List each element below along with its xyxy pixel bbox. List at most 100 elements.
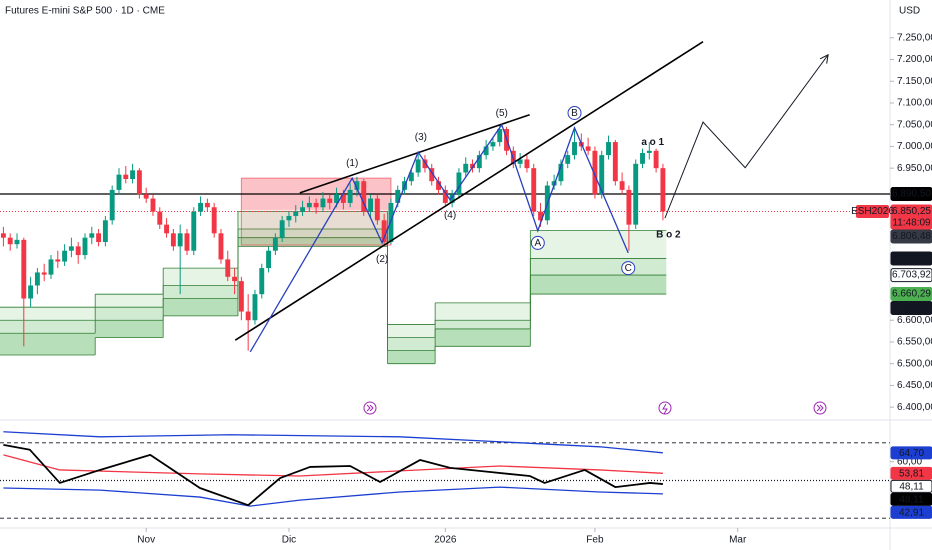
candle-body	[266, 250, 272, 269]
candle-body	[116, 174, 122, 190]
price-tag-bg	[890, 204, 932, 230]
candle-body	[198, 202, 204, 212]
band-fill	[163, 268, 238, 286]
price-tag-label: 48,11	[899, 494, 924, 505]
candle-body	[531, 168, 537, 212]
price-tag-bg	[890, 268, 932, 283]
candle-body	[130, 170, 136, 180]
y-tick-label: 6.500,00	[897, 358, 932, 369]
band-fill	[530, 230, 667, 259]
price-tag-bg	[890, 287, 932, 302]
candle-body	[238, 281, 244, 312]
candle-body	[374, 198, 380, 221]
price-tag-label: 6.806,48	[892, 231, 931, 242]
candle-body	[75, 246, 81, 256]
price-tag-label: 53,81	[899, 468, 924, 479]
candle-body	[150, 198, 156, 212]
candle-body	[483, 146, 489, 156]
candle-body	[177, 233, 183, 247]
event-icon[interactable]	[658, 401, 672, 415]
candle-body	[0, 233, 6, 238]
candle-body	[646, 150, 652, 153]
chart-title: Futures E-mini S&P 500 · 1D · CME	[5, 6, 165, 17]
event-glyph	[816, 404, 824, 412]
x-tick-label: Feb	[586, 535, 604, 546]
band-fill	[0, 307, 96, 321]
wave-label: B	[571, 108, 578, 119]
candle-body	[660, 168, 666, 212]
band-fill	[387, 337, 436, 351]
indicator-line	[3, 454, 663, 477]
candle-body	[232, 276, 238, 282]
trendline	[249, 123, 629, 353]
y-tick-label: 7.100,00	[897, 98, 932, 109]
candle-body	[21, 239, 27, 299]
y-tick-label: 6.600,00	[897, 315, 932, 326]
band-fill	[0, 320, 96, 334]
candle-body	[463, 163, 469, 173]
candle-body	[170, 233, 176, 247]
band-fill	[435, 328, 531, 347]
price-tag-bg	[890, 301, 932, 316]
band-fill	[530, 275, 667, 295]
y-tick-label: 7.200,00	[897, 54, 932, 65]
candle-body	[354, 181, 360, 190]
currency: USD	[899, 6, 920, 17]
event-icon[interactable]	[813, 401, 827, 415]
candle-body	[517, 159, 523, 164]
candle-body	[368, 198, 373, 212]
candle-body	[279, 220, 285, 238]
event-glyph	[366, 404, 374, 412]
band-fill	[0, 333, 96, 355]
candle-body	[184, 233, 190, 251]
candle-body	[143, 194, 149, 199]
candle-body	[347, 189, 353, 203]
band-fill	[435, 320, 531, 329]
candle-body	[436, 181, 441, 190]
price-tag-bg	[890, 229, 932, 244]
band-fill	[387, 350, 436, 364]
candle-body	[490, 142, 496, 147]
wave-circle	[567, 105, 582, 120]
candle-body	[653, 150, 659, 169]
band-fill	[237, 211, 388, 229]
symbol-tag: ESH2026	[851, 206, 894, 217]
band-fill	[237, 237, 388, 247]
y-tick-label: 6.450,00	[897, 380, 932, 391]
band-fill	[237, 228, 388, 238]
price-tag-label: 48,11	[899, 481, 924, 492]
wave-circle	[530, 235, 545, 250]
wave-label: (1)	[346, 158, 358, 169]
wave-label: (4)	[444, 210, 456, 221]
x-tick-label: Nov	[137, 535, 155, 546]
candle-body	[245, 311, 251, 321]
indicator-line	[3, 486, 663, 507]
candle-body	[395, 189, 401, 203]
candle-body	[272, 237, 278, 251]
candle-body	[334, 194, 340, 203]
event-icon[interactable]	[363, 401, 377, 415]
wave-label: (3)	[415, 132, 427, 143]
candle-body	[449, 194, 455, 203]
candle-body	[599, 155, 605, 195]
candle-body	[429, 168, 435, 182]
candle-body	[55, 259, 61, 262]
event-circle[interactable]	[658, 401, 672, 415]
candle-body	[96, 233, 102, 243]
candle-body	[157, 211, 163, 225]
candle-body	[211, 207, 217, 234]
y-tick-label: 6.950,00	[897, 163, 932, 174]
candle-body	[136, 170, 142, 195]
y-tick-label: 6.400,00	[897, 402, 932, 413]
trendline	[664, 54, 829, 219]
symbol-tag-bg	[856, 204, 889, 218]
x-tick-label: Mar	[729, 535, 747, 546]
candle-body	[388, 202, 394, 243]
candle-body	[565, 155, 571, 164]
candle-body	[415, 159, 421, 173]
candle-body	[592, 150, 598, 195]
price-tag-bg	[890, 479, 932, 493]
candle-body	[408, 172, 414, 182]
wave-label: B o 2	[656, 229, 681, 240]
